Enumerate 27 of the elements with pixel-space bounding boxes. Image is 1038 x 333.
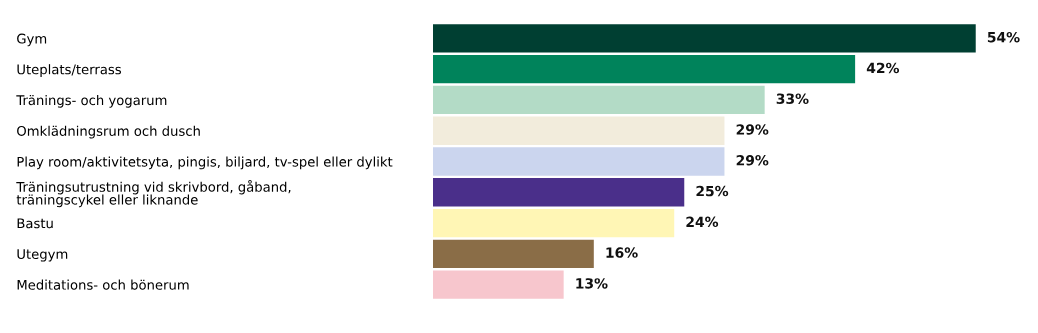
bar — [433, 270, 564, 299]
bar — [433, 208, 675, 238]
data-label: 25% — [696, 185, 729, 197]
bar — [433, 24, 976, 53]
data-label: 29% — [736, 124, 769, 135]
bar — [433, 116, 725, 145]
y-tick-label: Omklädningsrum och dusch — [17, 125, 200, 139]
data-label: 42% — [866, 62, 900, 74]
bar — [433, 147, 725, 176]
bar — [433, 55, 856, 84]
y-tick-label: Gym — [17, 33, 47, 47]
data-label: 16% — [606, 247, 638, 258]
data-label: 13% — [576, 278, 608, 289]
y-tick-label: Tränings- och yogarum — [16, 94, 167, 108]
data-label: 29% — [736, 155, 769, 166]
data-label: 24% — [686, 216, 719, 228]
y-tick-label: Meditations- och bönerum — [17, 279, 189, 290]
bar — [433, 85, 765, 115]
data-label: 54% — [987, 31, 1020, 43]
y-tick-label: Play room/aktivitetsyta, pingis, biljard, tv-spel eller dylikt — [17, 156, 393, 170]
data-label: 33% — [776, 93, 809, 104]
y-tick-label: Träningsutrustning vid skrivbord, gåband, träningscykel eller liknande — [16, 180, 291, 208]
y-tick-label: Uteplats/terrass — [17, 64, 121, 77]
bar — [433, 239, 594, 268]
y-tick-label: Bastu — [17, 218, 53, 229]
y-tick-label: Utegym — [17, 249, 68, 262]
bar — [433, 178, 685, 207]
